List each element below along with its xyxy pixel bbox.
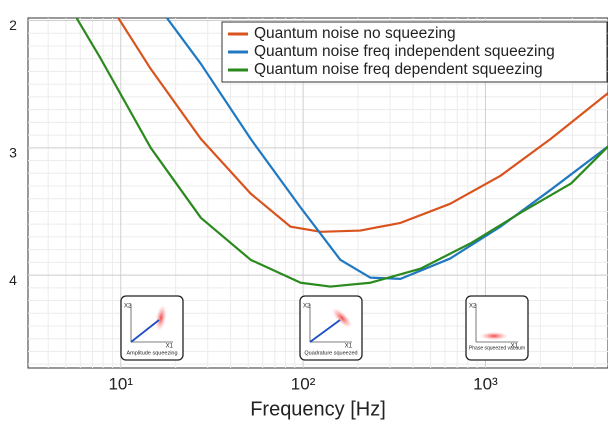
y-tick-label: 3 xyxy=(9,145,17,161)
inset-y-axis-label: X2 xyxy=(124,304,132,310)
legend-box xyxy=(221,21,608,83)
x-tick-label: 10³ xyxy=(473,374,498,393)
series-line xyxy=(75,18,608,288)
inset: X1 X2 Phase squeezed vacuum xyxy=(465,295,529,361)
phasor-arrow xyxy=(130,319,160,343)
inset-label: Quadrature squeezed xyxy=(304,350,357,356)
squeezed-state xyxy=(480,332,508,340)
inset-x-axis-label: X1 xyxy=(511,344,519,350)
squeezed-state xyxy=(332,308,352,328)
legend-label: Quantum noise freq dependent squeezing xyxy=(254,61,543,78)
x-axis-label: Frequency [Hz] xyxy=(250,398,386,420)
inset: X1 X2 Quadrature squeezed xyxy=(299,295,363,361)
inset-box xyxy=(465,295,529,361)
inset-y-axis-label: X2 xyxy=(469,304,477,310)
grid xyxy=(28,18,608,368)
squeezed-state xyxy=(155,305,167,331)
x-tick-label: 10² xyxy=(291,374,316,393)
lines xyxy=(75,18,608,288)
legend-label: Quantum noise freq independent squeezing xyxy=(254,43,555,60)
inset-x-axis-label: X1 xyxy=(345,344,353,350)
inset-label: Amplitude squeezing xyxy=(126,350,177,356)
x-tick-label: 10¹ xyxy=(108,374,133,393)
inset-box xyxy=(299,295,363,361)
y-tick-label: 4 xyxy=(9,272,17,288)
inset-x-axis-label: X1 xyxy=(166,344,174,350)
inset-box xyxy=(120,295,184,361)
inset: X1 X2 Amplitude squeezing xyxy=(120,295,184,361)
legend-label: Quantum noise no squeezing xyxy=(254,25,456,42)
inset-label: Phase squeezed vacuum xyxy=(469,345,525,351)
phasor-arrow xyxy=(309,319,341,343)
inset-y-axis-label: X2 xyxy=(303,304,311,310)
y-tick-label: 2 xyxy=(9,17,17,33)
series-line xyxy=(117,18,608,233)
